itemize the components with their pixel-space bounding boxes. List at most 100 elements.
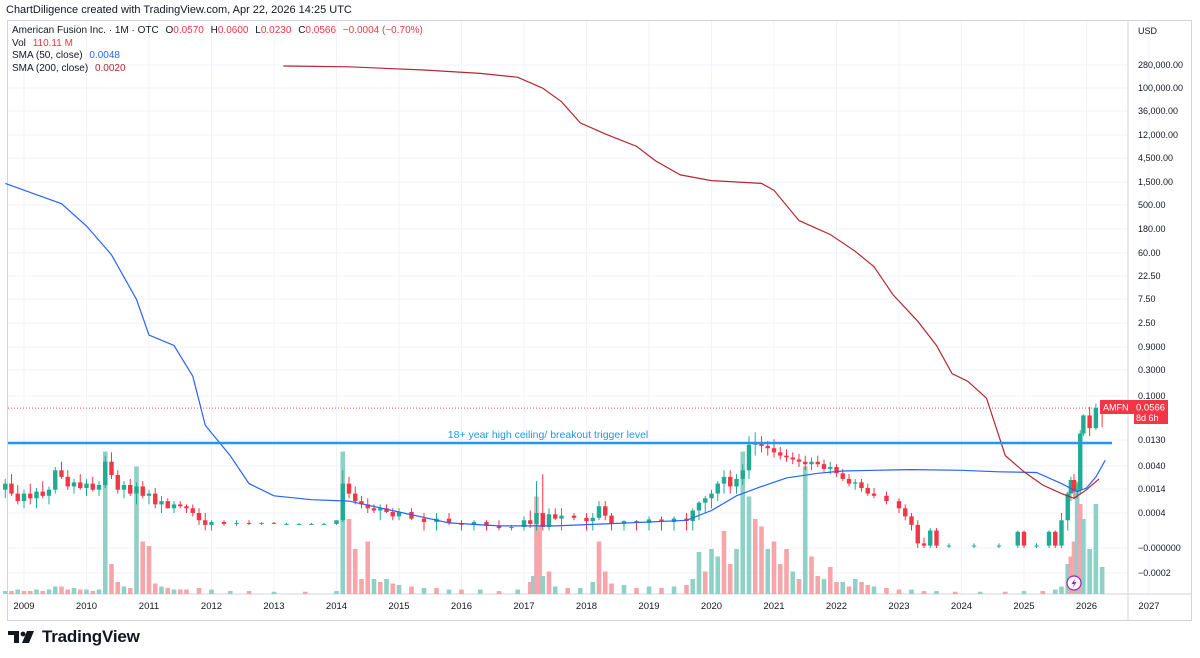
candle-body [784, 455, 789, 458]
candle-body [596, 506, 602, 518]
volume-bar [346, 519, 352, 594]
vol-label[interactable]: Vol [12, 37, 26, 49]
candle-body [121, 484, 127, 490]
candle-body [1053, 531, 1058, 546]
candle-body [834, 467, 839, 474]
candle-body [153, 493, 158, 505]
volume-bar [359, 579, 364, 594]
candle-body [96, 484, 102, 490]
volume-bar [546, 571, 552, 594]
replay-button[interactable] [1066, 575, 1082, 591]
volume-bar [577, 588, 583, 594]
volume-bar [740, 451, 746, 594]
candle-body [709, 493, 714, 499]
chart-legend: American Fusion Inc. · 1M · OTC O0.0570 … [12, 25, 423, 75]
candle-body [871, 493, 877, 496]
tradingview-logo-icon [8, 631, 34, 643]
candle-body [690, 510, 695, 522]
time-tick-label: 2019 [638, 601, 659, 612]
last-price-tag: AMFN 0.0566 8d 6h [1100, 400, 1168, 424]
candle-body [1065, 493, 1070, 521]
volume-bar [2, 591, 8, 594]
volume-bar [634, 588, 639, 594]
tradingview-logo[interactable]: TradingView [8, 626, 140, 648]
volume-bar [802, 466, 808, 594]
low-label: L [255, 25, 261, 36]
candle-body [46, 489, 52, 496]
price-tag-value: 0.0566 [1136, 403, 1165, 414]
candle-body [203, 520, 208, 525]
candle-body [603, 506, 608, 516]
candle-body [896, 501, 902, 509]
candle-body [859, 482, 864, 489]
volume-bar [184, 589, 189, 594]
sma200-line[interactable] [283, 65, 1100, 499]
candle-body [803, 461, 808, 465]
volume-bar [396, 585, 402, 594]
volume-bar [527, 582, 533, 594]
volume-bar [752, 519, 758, 594]
volume-bar [784, 549, 789, 594]
volume-bar [727, 564, 733, 594]
volume-bar [1087, 549, 1092, 594]
volume-bar [715, 556, 721, 594]
volume-bar [377, 582, 383, 594]
lightning-icon [1071, 578, 1077, 588]
chart-caption: ChartDiligence created with TradingView.… [0, 0, 1200, 20]
volume-bar [371, 579, 377, 594]
ticker-tag-bg [1100, 400, 1134, 414]
candle-body [746, 444, 752, 471]
currency-label: USD [1138, 26, 1158, 36]
candle-body [184, 506, 189, 509]
caption-text: ChartDiligence created with TradingView.… [6, 4, 352, 16]
volume-bar [1099, 567, 1105, 594]
ticker-tag: AMFN [1103, 403, 1129, 413]
price-tick-label: 500.00 [1138, 200, 1166, 210]
time-tick-label: 2020 [701, 601, 722, 612]
open-value: 0.0570 [173, 25, 204, 36]
volume-bar [1074, 481, 1080, 594]
volume-bars [2, 451, 1105, 594]
price-axis[interactable]: USD 280,000.00 100,000.00 36,000.00 12,000.0… [1138, 26, 1183, 578]
volume-bar [271, 591, 277, 594]
volume-bar [1081, 519, 1086, 594]
time-tick-label: 2010 [76, 601, 97, 612]
volume-bar [552, 586, 558, 594]
sma50-line[interactable] [5, 182, 1106, 527]
volume-bar [102, 451, 108, 594]
volume-bar [90, 591, 96, 594]
candle-body [371, 508, 377, 511]
volume-bar [796, 579, 802, 594]
symbol-line[interactable]: American Fusion Inc. · 1M · OTC [12, 25, 159, 36]
time-tick-label: 2025 [1013, 601, 1034, 612]
sma200-label[interactable]: SMA (200, close) [12, 62, 89, 74]
candle-body [346, 483, 352, 494]
candle-body [78, 482, 83, 489]
volume-bar [821, 579, 827, 594]
volume-bar [515, 589, 521, 594]
volume-bar [165, 588, 171, 594]
volume-bar [227, 591, 233, 594]
volume-bar [809, 556, 814, 594]
candle-body [90, 483, 95, 490]
volume-bar [15, 589, 21, 594]
candle-body [159, 501, 164, 505]
candle-body [884, 495, 889, 502]
time-tick-label: 2014 [326, 601, 347, 612]
candle-body [365, 504, 370, 509]
candle-body [259, 522, 264, 524]
sma50-label[interactable]: SMA (50, close) [12, 50, 83, 61]
candle-body [484, 522, 489, 526]
time-axis[interactable]: 2009 2010 2011 2012 2013 2014 2015 2016 2017 2018… [13, 601, 1159, 612]
candle-body [796, 459, 802, 462]
time-tick-label: 2016 [451, 601, 472, 612]
volume-bar [746, 496, 752, 594]
candle-body [921, 543, 927, 546]
time-tick-label: 2023 [888, 601, 909, 612]
high-value: 0.0600 [217, 25, 249, 36]
candle-body [521, 520, 527, 527]
candle-body [903, 508, 908, 517]
time-tick-label: 2017 [513, 601, 534, 612]
candle-body [234, 522, 239, 524]
